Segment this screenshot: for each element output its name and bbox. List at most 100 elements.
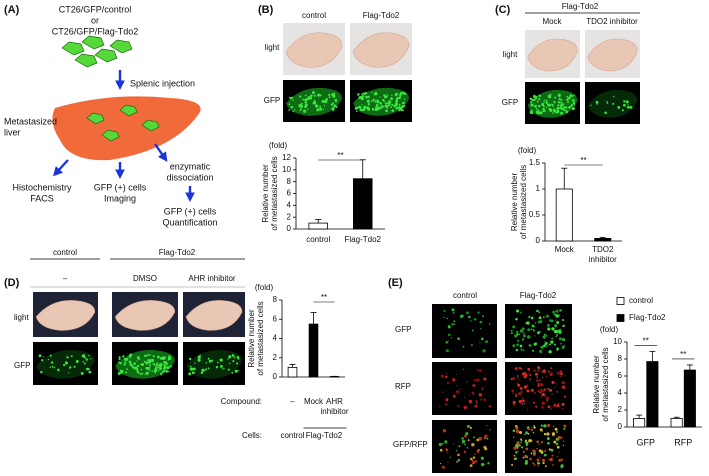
speckle xyxy=(539,391,542,394)
speckle xyxy=(438,405,441,408)
speckle xyxy=(444,375,448,379)
speckle xyxy=(292,99,294,102)
speckle xyxy=(563,106,566,109)
label: Flag-Tdo2 xyxy=(520,291,557,300)
y-tick-label: 2 xyxy=(618,405,623,414)
bar xyxy=(670,418,683,428)
speckle xyxy=(565,110,569,114)
speckle xyxy=(536,309,539,313)
speckle xyxy=(445,448,449,452)
speckle xyxy=(208,359,212,363)
speckle xyxy=(536,100,539,103)
speckle xyxy=(383,100,386,103)
speckle xyxy=(461,443,463,445)
speckle xyxy=(544,340,546,343)
speckle xyxy=(473,317,477,321)
unit-label: (fold) xyxy=(255,283,274,292)
speckle xyxy=(361,93,363,95)
speckle xyxy=(526,408,529,411)
speckle xyxy=(554,386,556,389)
speckle xyxy=(539,111,543,115)
x-tick-label: GFP xyxy=(636,437,655,447)
speckle xyxy=(560,98,563,101)
speckle xyxy=(519,431,523,435)
speckle xyxy=(201,368,205,372)
speckle xyxy=(561,436,563,439)
y-tick-label: 6 xyxy=(287,189,292,198)
speckle xyxy=(534,335,536,337)
speckle xyxy=(556,431,558,433)
speckle xyxy=(562,324,565,328)
speckle xyxy=(532,329,536,332)
label: Splenic injection xyxy=(130,78,195,88)
speckle xyxy=(457,405,459,407)
speckle xyxy=(191,371,195,375)
speckle xyxy=(533,464,536,466)
speckle xyxy=(168,355,171,359)
speckle xyxy=(550,319,554,323)
y-tick-label: 4 xyxy=(287,200,292,209)
speckle xyxy=(556,107,559,109)
speckle xyxy=(465,311,469,315)
speckle xyxy=(542,376,544,379)
speckle xyxy=(161,370,164,373)
speckle xyxy=(538,316,542,320)
speckle xyxy=(160,356,164,360)
speckle xyxy=(561,407,563,409)
speckle xyxy=(439,462,442,465)
speckle xyxy=(512,325,516,329)
label: light xyxy=(265,43,280,52)
speckle xyxy=(544,450,547,453)
speckle xyxy=(525,447,529,451)
speckle xyxy=(477,448,480,451)
speckle xyxy=(451,308,455,312)
speckle xyxy=(304,94,307,97)
speckle xyxy=(438,442,442,447)
speckle xyxy=(298,104,300,106)
speckle xyxy=(550,340,554,344)
speckle xyxy=(534,322,537,324)
speckle xyxy=(470,457,473,461)
speckle xyxy=(447,333,451,337)
speckle xyxy=(468,315,471,319)
speckle xyxy=(542,105,545,108)
speckle xyxy=(463,406,467,409)
speckle xyxy=(475,386,477,388)
speckle xyxy=(466,424,470,428)
speckle xyxy=(146,367,148,370)
speckle xyxy=(450,337,452,339)
speckle xyxy=(549,457,553,462)
speckle xyxy=(123,363,126,366)
speckle xyxy=(49,354,52,357)
speckle xyxy=(330,103,334,106)
arrow-head xyxy=(115,169,125,179)
speckle xyxy=(299,95,302,98)
y-tick-label: 0 xyxy=(618,422,623,431)
speckle xyxy=(515,317,518,321)
speckle xyxy=(332,102,335,105)
speckle xyxy=(69,366,72,369)
speckle xyxy=(468,399,473,404)
speckle xyxy=(563,424,567,428)
speckle xyxy=(205,368,208,371)
speckle xyxy=(310,94,313,98)
speckle xyxy=(80,371,84,375)
speckle xyxy=(64,361,68,365)
speckle xyxy=(391,109,395,113)
speckle xyxy=(538,449,542,453)
speckle xyxy=(555,442,559,446)
label: Histochemistry xyxy=(12,182,72,192)
speckle xyxy=(452,323,456,326)
speckle xyxy=(374,108,378,112)
speckle xyxy=(469,394,471,396)
speckle xyxy=(522,450,525,453)
label: Mock xyxy=(542,17,562,26)
speckle xyxy=(361,95,364,98)
speckle xyxy=(560,101,563,104)
speckle xyxy=(542,390,545,393)
y-tick-label: 1.5 xyxy=(529,158,541,167)
speckle xyxy=(563,395,567,398)
speckle xyxy=(547,370,550,373)
speckle xyxy=(289,97,292,100)
speckle xyxy=(513,446,517,450)
